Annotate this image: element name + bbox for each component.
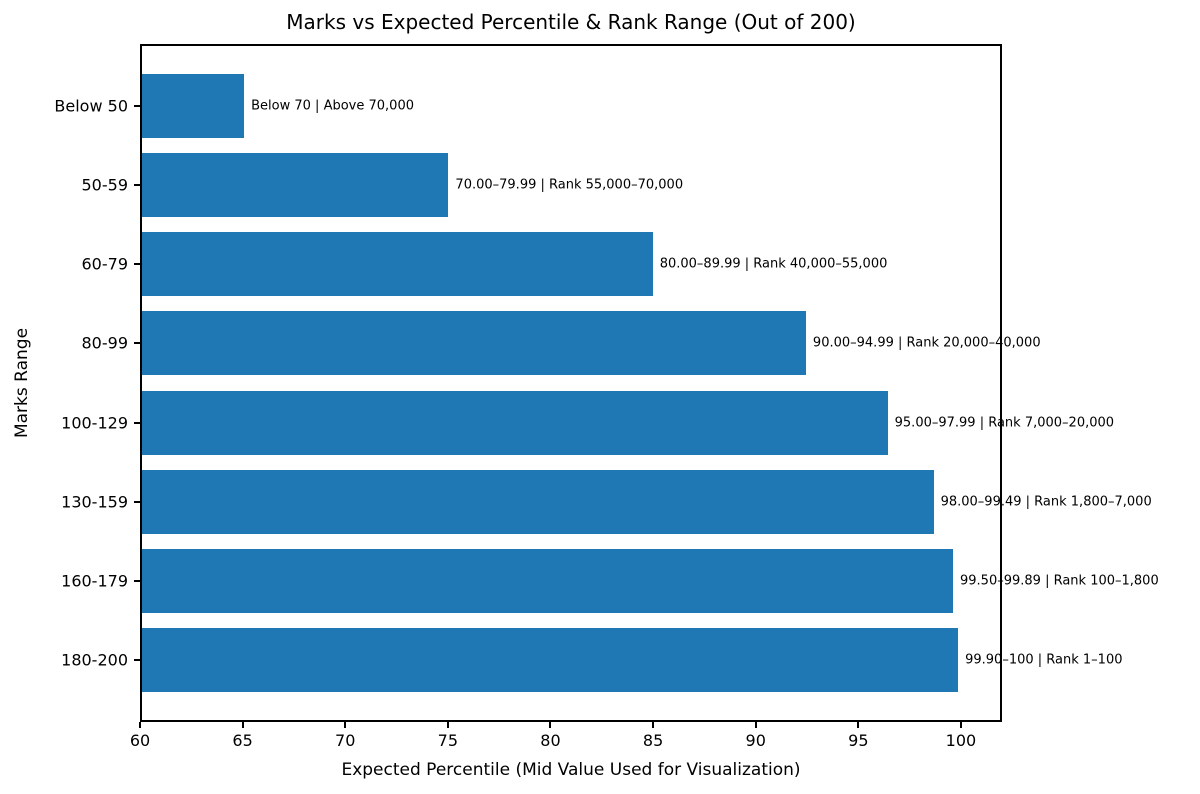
y-tick-label: 60-79 [81,254,129,274]
y-tick-mark [134,263,140,266]
bar-row: 130-159 98.00–99.49 | Rank 1,800–7,000 [61,462,1152,541]
y-tick-mark [134,342,140,345]
bar-annotation: 70.00–79.99 | Rank 55,000–70,000 [455,177,684,193]
bar-annotation: 95.00–97.99 | Rank 7,000–20,000 [894,415,1115,431]
x-tick-mark [139,722,141,728]
x-axis-label: Expected Percentile (Mid Value Used for … [341,760,801,780]
bar [142,73,245,138]
bars-container: Below 50 Below 70 | Above 70,000 50-59 70.0… [54,46,1159,720]
bar [142,390,888,455]
bar-row: 60-79 80.00–89.99 | Rank 40,000–55,000 [82,225,1000,304]
x-tick-mark [652,722,655,728]
plot-area: Below 50 Below 70 | Above 70,000 50-59 70.0… [54,44,1159,722]
bar-row: 50-59 70.00–79.99 | Rank 55,000–70,000 [82,145,1000,224]
y-tick-mark [134,580,140,583]
y-tick-mark [134,104,140,107]
x-tick-label: 95 [848,731,869,750]
x-tick-mark [857,722,860,728]
y-tick-mark [134,659,140,662]
bar-annotation: 98.00–99.49 | Rank 1,800–7,000 [940,494,1152,510]
bar-annotation: 99.50–99.89 | Rank 100–1,800 [960,573,1159,589]
y-tick-label: 50-59 [81,175,129,195]
x-tick-mark [241,722,244,728]
bar [142,549,953,614]
y-tick-label: 130-159 [61,492,128,512]
x-tick-mark [754,722,757,728]
x-tick-label: 75 [437,731,459,750]
bar [142,232,653,297]
bar-annotation: 90.00–94.99 | Rank 20,000–40,000 [812,335,1041,351]
y-axis-label: Marks Range [12,327,32,439]
bar-row: 80-99 90.00–94.99 | Rank 20,000–40,000 [82,304,1041,383]
x-tick-label: 70 [335,731,356,750]
bar-annotation: 99.90–100 | Rank 1–100 [965,652,1123,668]
bar-row: 100-129 95.00–97.99 | Rank 7,000–20,000 [61,383,1114,462]
y-tick-mark [134,421,140,424]
bar [142,628,959,693]
chart-title: Marks vs Expected Percentile & Rank Rang… [286,10,856,34]
bar [142,311,806,376]
y-tick-label: 160-179 [61,571,128,591]
x-tick-label: 65 [232,731,253,750]
y-tick-mark [134,500,140,503]
bar-annotation: 80.00–89.99 | Rank 40,000–55,000 [659,256,888,272]
x-tick-label: 60 [129,731,151,750]
y-tick-label: Below 50 [54,96,128,116]
y-tick-label: 80-99 [81,333,129,353]
x-axis-ticks: 60 65 70 75 80 85 90 95 100 [130,722,1002,766]
bar [142,152,449,217]
bar [142,469,934,534]
y-tick-label: 100-129 [61,413,128,433]
x-tick-mark [959,722,962,728]
bar-row: 180-200 99.90–100 | Rank 1–100 [61,621,1122,700]
x-tick-mark [344,722,347,728]
y-tick-label: 180-200 [61,650,128,670]
bar-annotation: Below 70 | Above 70,000 [251,98,414,114]
bar-row: 160-179 99.50–99.89 | Rank 100–1,800 [61,542,1159,621]
x-tick-label: 100 [945,731,977,750]
x-tick-mark [549,722,552,728]
x-tick-label: 80 [540,731,561,750]
x-tick-label: 90 [745,731,766,750]
y-tick-mark [134,183,140,186]
bar-row: Below 50 Below 70 | Above 70,000 [54,66,1000,145]
x-tick-label: 85 [642,731,664,750]
x-tick-mark [446,722,449,728]
